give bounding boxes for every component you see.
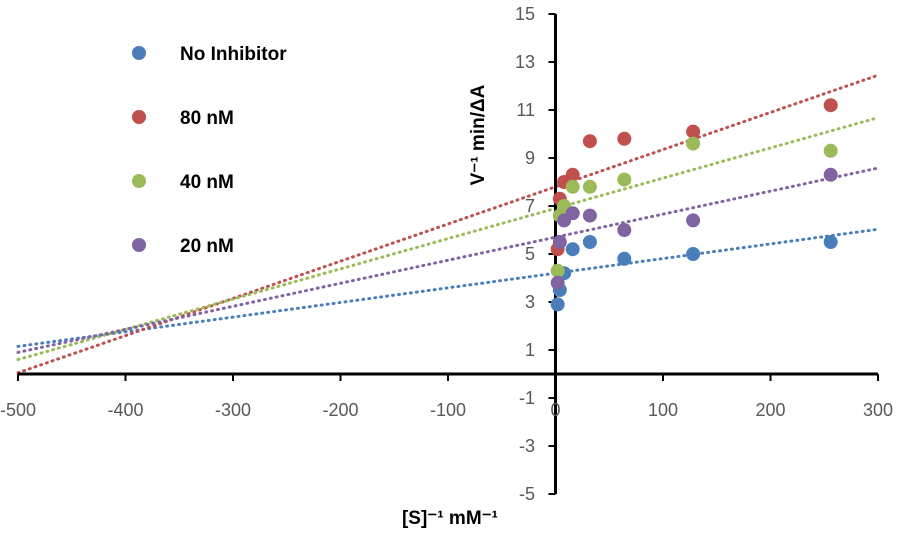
x-tick-label: 0 [550, 400, 560, 420]
trendlines [16, 73, 880, 375]
y-tick-label: 5 [525, 244, 535, 264]
y-tick-label: 3 [525, 292, 535, 312]
legend-marker [132, 110, 146, 124]
point-no-inhibitor [617, 251, 632, 266]
trendline-20-nm [16, 166, 880, 354]
trendline-80-nm [16, 73, 880, 375]
x-tick-label: -200 [322, 400, 358, 420]
point-40-nm [550, 263, 565, 278]
point-80-nm [686, 124, 701, 139]
point-no-inhibitor [582, 235, 597, 249]
y-tick-label: 13 [515, 52, 535, 72]
legend-marker [132, 46, 146, 60]
point-20-nm [565, 206, 580, 221]
legend-label: 80 nM [180, 108, 234, 129]
trendline-no-inhibitor [16, 227, 880, 348]
point-80-nm [823, 98, 838, 113]
x-tick-label: 100 [648, 400, 678, 420]
point-20-nm [823, 167, 838, 182]
y-tick-label: 15 [515, 4, 535, 24]
point-20-nm [550, 275, 565, 290]
legend-label: 40 nM [180, 172, 234, 193]
point-40-nm [617, 172, 632, 187]
data-points [550, 98, 838, 312]
point-40-nm [565, 179, 580, 194]
point-20-nm [552, 235, 567, 249]
axes [18, 14, 878, 494]
legend-marker [132, 238, 146, 252]
y-tick-label: 7 [525, 196, 535, 216]
y-axis-title: V⁻¹ min/ΔA [468, 84, 489, 185]
point-40-nm [582, 179, 597, 194]
y-tick-label: 1 [525, 340, 535, 360]
point-no-inhibitor [550, 297, 565, 312]
x-tick-label: -100 [430, 400, 466, 420]
x-tick-label: -400 [107, 400, 143, 420]
point-no-inhibitor [823, 235, 838, 249]
point-no-inhibitor [686, 247, 701, 261]
legend-label: 20 nM [180, 236, 234, 257]
legend-label: No Inhibitor [180, 44, 287, 65]
x-tick-label: 200 [755, 400, 785, 420]
point-20-nm [582, 208, 597, 223]
x-axis-ticks: -500 -400 -300 -200 -100 0 100 200 300 [0, 374, 893, 420]
y-tick-label: -5 [519, 484, 535, 504]
legend-marker [132, 174, 146, 188]
trendline-40-nm [16, 116, 880, 362]
legend: No Inhibitor 80 nM 40 nM 20 nM [132, 44, 287, 257]
point-80-nm [565, 167, 580, 182]
point-no-inhibitor [565, 242, 580, 257]
x-tick-label: -300 [215, 400, 251, 420]
x-axis-title: [S]⁻¹ mM⁻¹ [402, 508, 498, 529]
point-40-nm [823, 143, 838, 158]
point-20-nm [617, 223, 632, 237]
y-tick-label: 9 [525, 148, 535, 168]
x-tick-label: 300 [863, 400, 893, 420]
y-tick-label: -1 [519, 388, 535, 408]
y-tick-label: -3 [519, 436, 535, 456]
point-20-nm [686, 213, 701, 228]
point-80-nm [582, 134, 597, 149]
y-tick-label: 11 [516, 100, 535, 120]
point-80-nm [617, 131, 632, 146]
point-40-nm [686, 136, 701, 151]
x-tick-label: -500 [0, 400, 36, 420]
